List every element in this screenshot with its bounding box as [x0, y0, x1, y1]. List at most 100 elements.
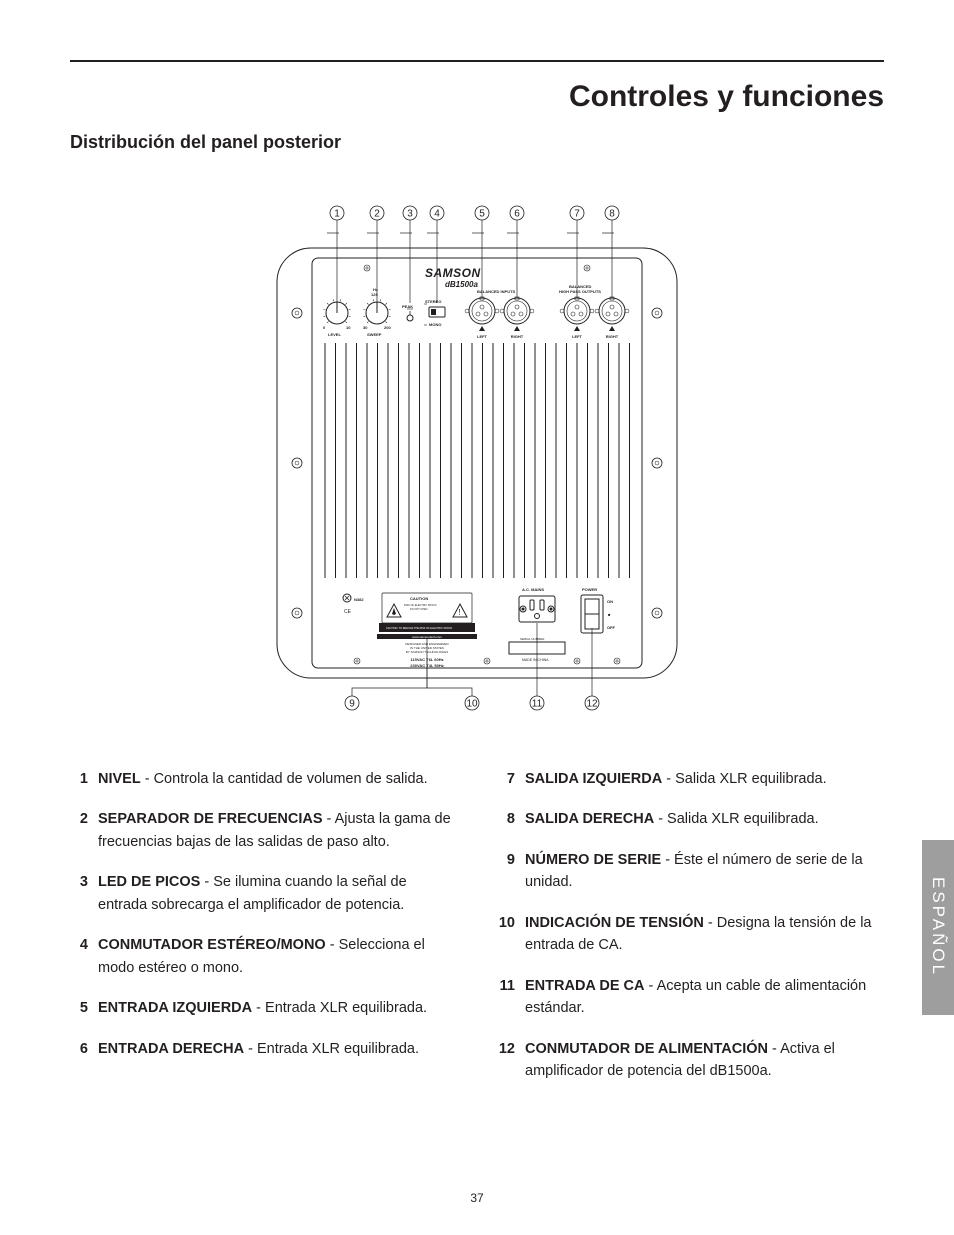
list-item: 3LED DE PICOS - Se ilumina cuando la señ…: [70, 871, 457, 916]
svg-text:1: 1: [334, 209, 340, 220]
item-number: 12: [497, 1038, 525, 1083]
description-columns: 1NIVEL - Controla la cantidad de volumen…: [70, 768, 884, 1101]
svg-text:8: 8: [609, 209, 615, 220]
svg-text:0: 0: [323, 325, 326, 330]
svg-text:www.samsontech.com: www.samsontech.com: [412, 635, 442, 639]
item-text: NIVEL - Controla la cantidad de volumen …: [98, 768, 457, 790]
diagram-container: 12345678 9101112 SAMSON dB1500a 0 10: [70, 183, 884, 728]
svg-text:RISK OF ELECTRIC SHOCK: RISK OF ELECTRIC SHOCK: [404, 604, 437, 607]
item-desc: - Entrada XLR equilibrada.: [244, 1041, 419, 1057]
svg-text:LEFT: LEFT: [572, 334, 583, 339]
item-number: 3: [70, 871, 98, 916]
item-label: NÚMERO DE SERIE: [525, 852, 661, 868]
svg-text:!: !: [459, 608, 461, 617]
item-label: SALIDA DERECHA: [525, 811, 654, 827]
language-tab-label: ESPAÑOL: [928, 877, 948, 977]
svg-text:N382: N382: [354, 597, 364, 602]
item-desc: - Entrada XLR equilibrada.: [252, 1000, 427, 1016]
svg-text:SERIAL NUMBER: SERIAL NUMBER: [520, 637, 545, 641]
item-number: 11: [497, 975, 525, 1020]
svg-text:10: 10: [466, 699, 478, 710]
svg-text:A.C. MAINS: A.C. MAINS: [522, 587, 544, 592]
page-number: 37: [0, 1191, 954, 1205]
item-label: SEPARADOR DE FRECUENCIAS: [98, 811, 323, 827]
item-text: NÚMERO DE SERIE - Éste el número de seri…: [525, 849, 884, 894]
list-item: 10INDICACIÓN DE TENSIÓN - Designa la ten…: [497, 912, 884, 957]
top-rule: [70, 60, 884, 62]
svg-text:125: 125: [371, 292, 378, 297]
left-column: 1NIVEL - Controla la cantidad de volumen…: [70, 768, 457, 1101]
item-desc: - Salida XLR equilibrada.: [654, 811, 818, 827]
item-text: SALIDA DERECHA - Salida XLR equilibrada.: [525, 808, 884, 830]
item-text: SALIDA IZQUIERDA - Salida XLR equilibrad…: [525, 768, 884, 790]
svg-text:CAUTION: CAUTION: [410, 596, 428, 601]
list-item: 7SALIDA IZQUIERDA - Salida XLR equilibra…: [497, 768, 884, 790]
item-label: SALIDA IZQUIERDA: [525, 771, 662, 787]
svg-text:BALANCED INPUTS: BALANCED INPUTS: [477, 289, 516, 294]
svg-text:30: 30: [363, 325, 368, 330]
brand-text: SAMSON: [425, 266, 481, 280]
svg-text:12: 12: [586, 699, 598, 710]
svg-text:230VAC T4L 50Hz: 230VAC T4L 50Hz: [410, 663, 443, 668]
item-label: LED DE PICOS: [98, 874, 200, 890]
svg-text:LEVEL: LEVEL: [328, 332, 341, 337]
svg-text:STEREO: STEREO: [425, 299, 441, 304]
item-label: NIVEL: [98, 771, 141, 787]
svg-text:■: ■: [608, 612, 611, 617]
svg-text:9: 9: [349, 699, 355, 710]
list-item: 4CONMUTADOR ESTÉREO/MONO - Selecciona el…: [70, 934, 457, 979]
item-text: SEPARADOR DE FRECUENCIAS - Ajusta la gam…: [98, 808, 457, 853]
item-label: ENTRADA DE CA: [525, 978, 645, 994]
svg-text:RIGHT: RIGHT: [511, 334, 524, 339]
svg-text:CAUTION: TO REDUCE THE RISK OF: CAUTION: TO REDUCE THE RISK OF ELECTRIC …: [386, 627, 453, 630]
svg-text:DO NOT OPEN: DO NOT OPEN: [410, 608, 428, 611]
list-item: 9NÚMERO DE SERIE - Éste el número de ser…: [497, 849, 884, 894]
list-item: 2SEPARADOR DE FRECUENCIAS - Ajusta la ga…: [70, 808, 457, 853]
svg-text:3: 3: [407, 209, 413, 220]
svg-text:HIGH PASS OUTPUTS: HIGH PASS OUTPUTS: [559, 289, 601, 294]
svg-text:CE: CE: [344, 609, 352, 615]
item-label: ENTRADA IZQUIERDA: [98, 1000, 252, 1016]
svg-text:200: 200: [384, 325, 391, 330]
item-text: INDICACIÓN DE TENSIÓN - Designa la tensi…: [525, 912, 884, 957]
svg-text:MONO: MONO: [429, 322, 441, 327]
item-text: ENTRADA DE CA - Acepta un cable de alime…: [525, 975, 884, 1020]
svg-text:BY SAMSON TECHNOLOGIES: BY SAMSON TECHNOLOGIES: [406, 650, 448, 654]
list-item: 8SALIDA DERECHA - Salida XLR equilibrada…: [497, 808, 884, 830]
item-number: 6: [70, 1038, 98, 1060]
svg-text:7: 7: [574, 209, 580, 220]
item-text: ENTRADA IZQUIERDA - Entrada XLR equilibr…: [98, 997, 457, 1019]
svg-text:2: 2: [374, 209, 380, 220]
svg-text:RIGHT: RIGHT: [606, 334, 619, 339]
item-number: 7: [497, 768, 525, 790]
svg-text:115VAC T6L 60Hz: 115VAC T6L 60Hz: [410, 657, 443, 662]
svg-text:OFF: OFF: [607, 625, 616, 630]
language-tab: ESPAÑOL: [922, 840, 954, 1015]
item-number: 2: [70, 808, 98, 853]
item-desc: - Controla la cantidad de volumen de sal…: [141, 771, 428, 787]
svg-text:LEFT: LEFT: [477, 334, 488, 339]
svg-text:4: 4: [434, 209, 440, 220]
item-number: 10: [497, 912, 525, 957]
item-desc: - Salida XLR equilibrada.: [662, 771, 826, 787]
svg-text:MADE IN CHINA: MADE IN CHINA: [522, 658, 549, 662]
svg-text:PEAK: PEAK: [402, 304, 413, 309]
list-item: 1NIVEL - Controla la cantidad de volumen…: [70, 768, 457, 790]
item-number: 9: [497, 849, 525, 894]
list-item: 12CONMUTADOR DE ALIMENTACIÓN - Activa el…: [497, 1038, 884, 1083]
item-text: CONMUTADOR DE ALIMENTACIÓN - Activa el a…: [525, 1038, 884, 1083]
item-label: CONMUTADOR DE ALIMENTACIÓN: [525, 1041, 768, 1057]
list-item: 5ENTRADA IZQUIERDA - Entrada XLR equilib…: [70, 997, 457, 1019]
list-item: 11ENTRADA DE CA - Acepta un cable de ali…: [497, 975, 884, 1020]
item-label: ENTRADA DERECHA: [98, 1041, 244, 1057]
item-text: LED DE PICOS - Se ilumina cuando la seña…: [98, 871, 457, 916]
item-number: 4: [70, 934, 98, 979]
item-number: 8: [497, 808, 525, 830]
model-text: dB1500a: [445, 280, 478, 289]
svg-text:10: 10: [346, 325, 351, 330]
svg-text:11: 11: [532, 699, 543, 710]
item-number: 1: [70, 768, 98, 790]
item-text: ENTRADA DERECHA - Entrada XLR equilibrad…: [98, 1038, 457, 1060]
svg-text:POWER: POWER: [582, 587, 597, 592]
page-title: Controles y funciones: [70, 80, 884, 114]
